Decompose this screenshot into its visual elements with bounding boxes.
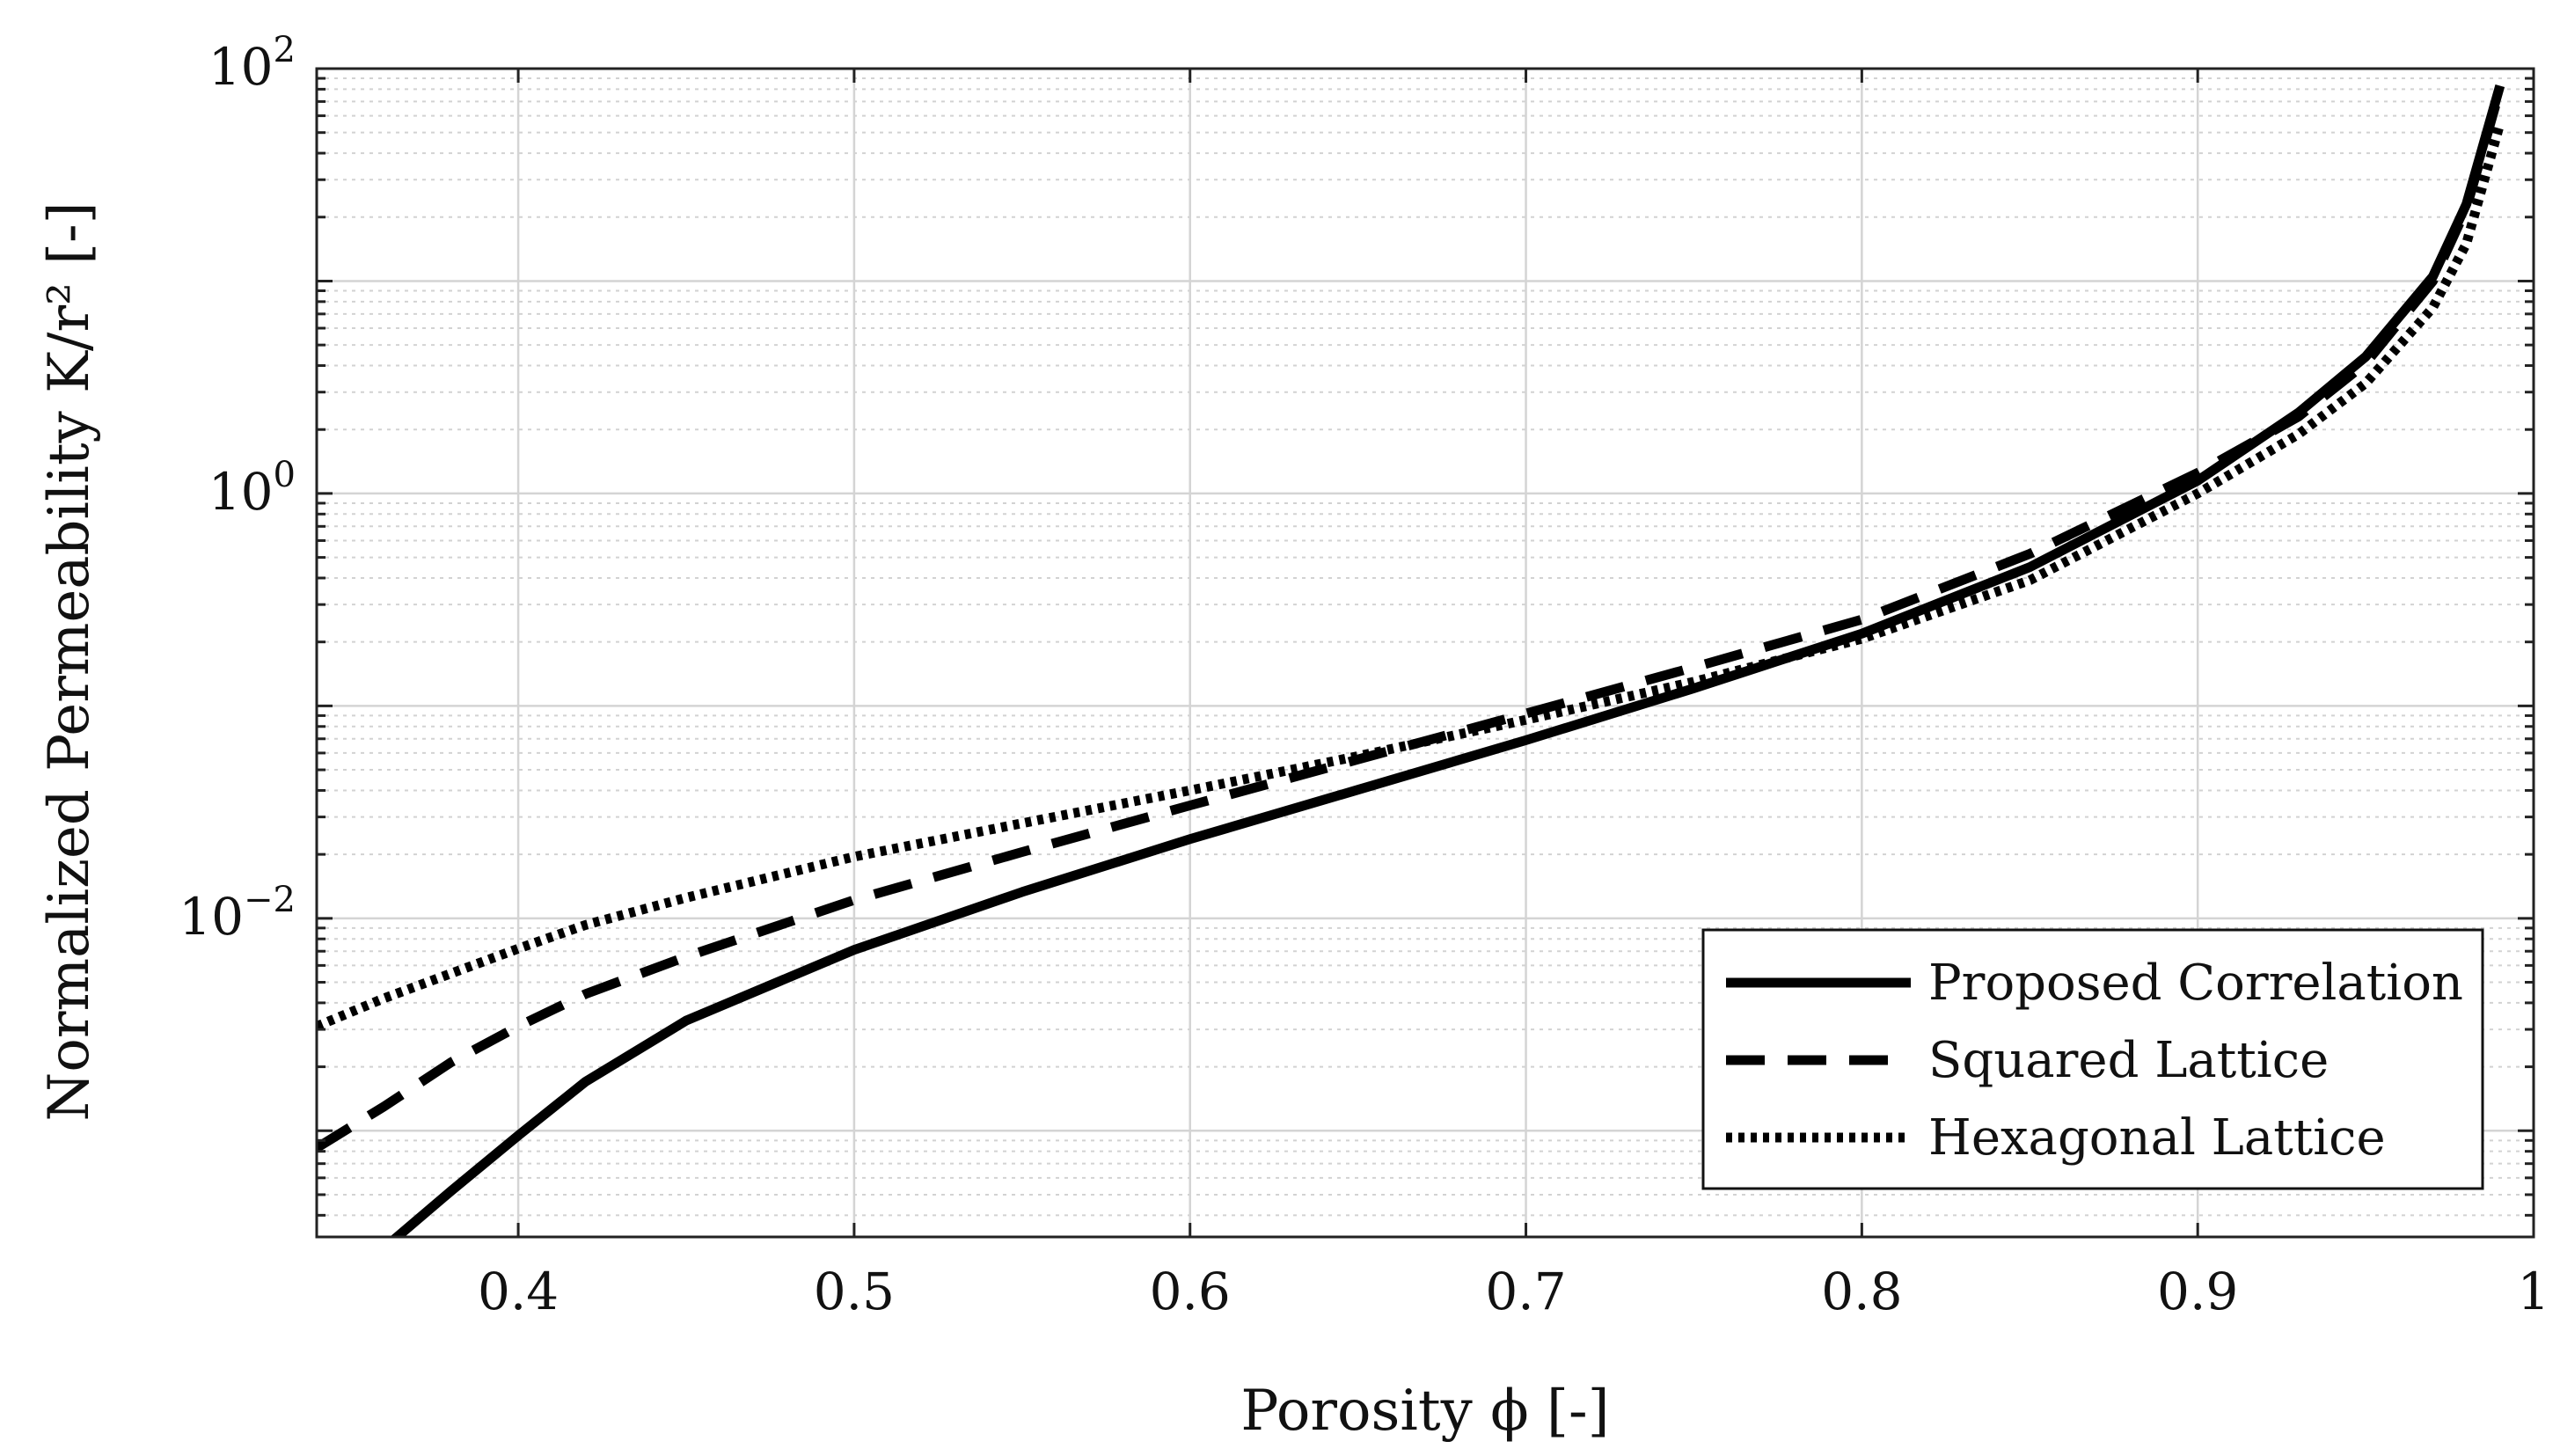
legend-label: Hexagonal Lattice: [1928, 1109, 2386, 1167]
x-tick-labels: 0.4 0.5 0.6 0.7 0.8 0.9 1: [478, 1262, 2549, 1321]
series-lines: [317, 84, 2505, 1237]
y-tick-label-base: 10: [179, 887, 244, 947]
y-tick-label-exponent: 0: [274, 455, 296, 495]
legend-box: [1701, 928, 2484, 1190]
y-tick-label: 102: [208, 30, 296, 97]
y-tick-label-base: 10: [208, 462, 274, 522]
x-tick-label: 0.8: [1821, 1262, 1902, 1321]
series-line-hexagonal-lattice: [317, 122, 2505, 1031]
legend-label: Proposed Correlation: [1928, 955, 2463, 1012]
x-tick-label: 0.7: [1485, 1262, 1566, 1321]
x-tick-label: 0.6: [1150, 1262, 1231, 1321]
y-tick-label-exponent: 2: [274, 30, 296, 70]
legend: Proposed Correlation Squared Lattice Hexag…: [1701, 928, 2484, 1190]
x-tick-label: 1: [2518, 1262, 2550, 1321]
y-tick-label-base: 10: [208, 37, 274, 97]
x-axis-label: Porosity ϕ [-]: [1240, 1379, 1609, 1444]
series-line-proposed-correlation: [389, 84, 2505, 1237]
x-tick-label: 0.9: [2157, 1262, 2238, 1321]
plot-frame: [315, 67, 2535, 1239]
y-tick-label: 10−2: [179, 880, 296, 947]
x-tick-label: 0.5: [814, 1262, 895, 1321]
y-tick-label: 100: [208, 455, 296, 522]
x-tick-label: 0.4: [478, 1262, 559, 1321]
y-axis-label: Normalized Permeability K/r² [-]: [37, 201, 102, 1121]
y-tick-label-exponent: −2: [244, 880, 296, 920]
series-line-squared-lattice: [317, 87, 2505, 1152]
tick-marks: [317, 67, 2535, 1237]
legend-label: Squared Lattice: [1928, 1032, 2329, 1089]
